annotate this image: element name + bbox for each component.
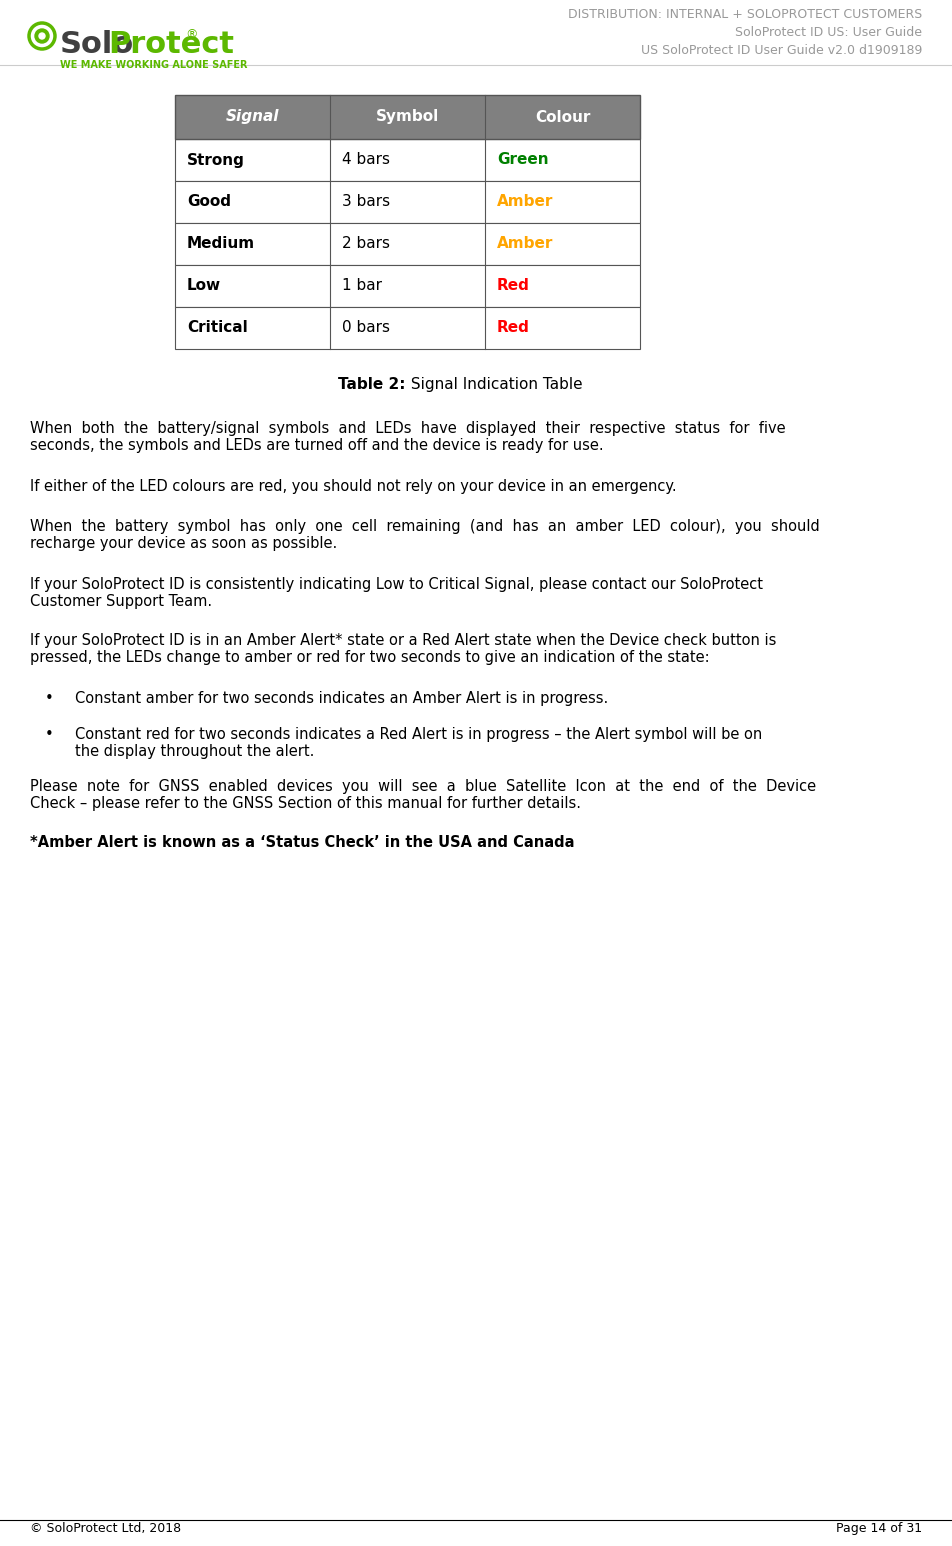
Text: Amber: Amber [497, 237, 553, 252]
FancyBboxPatch shape [175, 264, 640, 308]
Text: If either of the LED colours are red, you should not rely on your device in an e: If either of the LED colours are red, yo… [30, 479, 677, 495]
Text: Table 2:: Table 2: [338, 377, 406, 393]
Text: •: • [45, 727, 53, 742]
Text: If your SoloProtect ID is in an Amber Alert* state or a Red Alert state when the: If your SoloProtect ID is in an Amber Al… [30, 632, 777, 665]
FancyBboxPatch shape [175, 181, 640, 223]
Text: Green: Green [497, 153, 548, 167]
Text: When  both  the  battery/signal  symbols  and  LEDs  have  displayed  their  res: When both the battery/signal symbols and… [30, 421, 785, 453]
FancyBboxPatch shape [175, 308, 640, 349]
Text: Symbol: Symbol [376, 110, 439, 125]
Circle shape [39, 32, 45, 39]
Text: 2 bars: 2 bars [342, 237, 390, 252]
Text: DISTRIBUTION: INTERNAL + SOLOPROTECT CUSTOMERS: DISTRIBUTION: INTERNAL + SOLOPROTECT CUS… [567, 8, 922, 22]
Text: 1 bar: 1 bar [342, 278, 382, 294]
Text: •: • [45, 691, 53, 707]
Text: Constant red for two seconds indicates a Red Alert is in progress – the Alert sy: Constant red for two seconds indicates a… [75, 727, 763, 759]
Text: Red: Red [497, 278, 530, 294]
Text: Medium: Medium [187, 237, 255, 252]
Text: If your SoloProtect ID is consistently indicating Low to Critical Signal, please: If your SoloProtect ID is consistently i… [30, 577, 763, 609]
Text: US SoloProtect ID User Guide v2.0 d1909189: US SoloProtect ID User Guide v2.0 d19091… [641, 43, 922, 57]
Text: 0 bars: 0 bars [342, 320, 390, 335]
FancyBboxPatch shape [175, 223, 640, 264]
Text: Constant amber for two seconds indicates an Amber Alert is in progress.: Constant amber for two seconds indicates… [75, 691, 608, 707]
Text: ®: ® [185, 28, 197, 42]
FancyBboxPatch shape [175, 94, 640, 139]
Text: Low: Low [187, 278, 221, 294]
Text: Protect: Protect [108, 29, 234, 59]
Text: Red: Red [497, 320, 530, 335]
Text: Colour: Colour [535, 110, 590, 125]
Text: Solo: Solo [60, 29, 134, 59]
Text: Strong: Strong [187, 153, 245, 167]
Text: SoloProtect ID US: User Guide: SoloProtect ID US: User Guide [735, 26, 922, 39]
Text: Amber: Amber [497, 195, 553, 210]
Text: Good: Good [187, 195, 231, 210]
Text: 4 bars: 4 bars [342, 153, 390, 167]
Text: WE MAKE WORKING ALONE SAFER: WE MAKE WORKING ALONE SAFER [60, 60, 248, 70]
Text: Please  note  for  GNSS  enabled  devices  you  will  see  a  blue  Satellite  I: Please note for GNSS enabled devices you… [30, 779, 816, 812]
FancyBboxPatch shape [175, 139, 640, 181]
Text: When  the  battery  symbol  has  only  one  cell  remaining  (and  has  an  ambe: When the battery symbol has only one cel… [30, 519, 820, 552]
Text: Signal: Signal [226, 110, 279, 125]
Text: *Amber Alert is known as a ‘Status Check’ in the USA and Canada: *Amber Alert is known as a ‘Status Check… [30, 835, 574, 850]
Text: © SoloProtect Ltd, 2018: © SoloProtect Ltd, 2018 [30, 1521, 181, 1535]
Circle shape [35, 29, 49, 43]
Text: Signal Indication Table: Signal Indication Table [406, 377, 582, 393]
Text: Page 14 of 31: Page 14 of 31 [836, 1521, 922, 1535]
Text: 3 bars: 3 bars [342, 195, 390, 210]
Text: Critical: Critical [187, 320, 248, 335]
